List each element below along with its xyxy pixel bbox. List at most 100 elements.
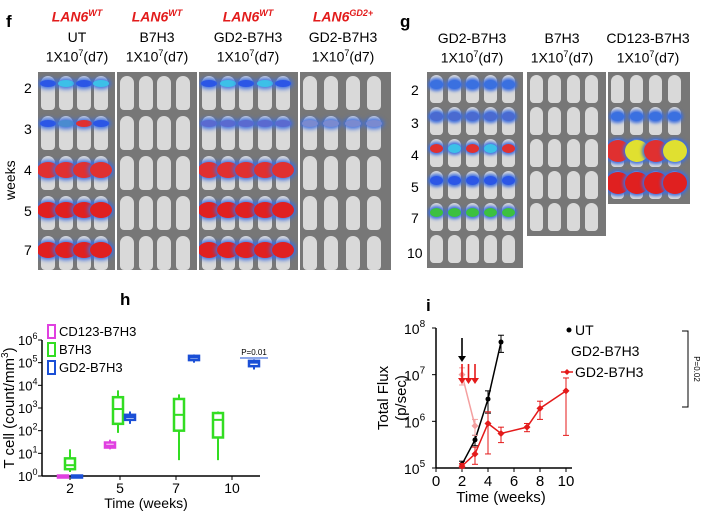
i-y-tick-label: 105	[404, 459, 426, 477]
mouse-silhouette	[668, 75, 681, 103]
mouse-silhouette	[448, 235, 461, 263]
mouse-silhouette	[324, 156, 339, 190]
i-data-point	[484, 419, 492, 427]
bioluminescence-signal	[238, 80, 255, 87]
mouse-silhouette	[548, 107, 562, 135]
bioluminescence-signal	[275, 80, 292, 87]
h-box	[211, 411, 225, 439]
i-treatment-arrow-head	[464, 378, 473, 384]
mouse-silhouette	[548, 171, 562, 199]
genotype-name: LAN6	[131, 8, 169, 25]
i-y-tick-exp: 8	[420, 319, 426, 330]
mouse-silhouette	[175, 76, 190, 110]
f-week-label: 4	[24, 162, 32, 178]
bioluminescence-signal	[484, 176, 497, 185]
bioluminescence-signal	[302, 120, 318, 127]
bioluminescence-signal	[608, 140, 630, 162]
g-header-dose-exp: 7	[649, 49, 655, 59]
mouse-silhouette	[175, 196, 190, 230]
bioluminescence-signal	[216, 162, 239, 178]
bioluminescence-signal	[75, 120, 92, 127]
g-header-dose-exp: 7	[563, 49, 569, 59]
mouse-silhouette	[566, 75, 580, 103]
i-data-point	[458, 462, 466, 470]
mouse-silhouette	[175, 156, 190, 190]
g-header-dose-base: 1X10	[440, 49, 474, 66]
bli-imaging-panel	[199, 72, 298, 270]
g-header-dose: 1X107(d7)	[420, 49, 524, 66]
mouse-silhouette	[584, 171, 598, 199]
i-data-point	[498, 339, 504, 345]
bioluminescence-signal	[630, 112, 643, 121]
f-header-dose-day: (d7)	[254, 48, 280, 65]
mouse-silhouette	[157, 76, 171, 110]
mouse-silhouette	[584, 203, 598, 231]
f-header-dose-day: (d7)	[163, 48, 189, 65]
mouse-silhouette	[502, 235, 515, 263]
bioluminescence-signal	[608, 172, 630, 194]
bioluminescence-signal	[235, 242, 258, 258]
h-y-tick-exp: 2	[32, 422, 37, 432]
bioluminescence-signal	[484, 80, 497, 89]
bioluminescence-signal	[272, 162, 295, 178]
g-header-dose-day: (d7)	[478, 49, 504, 66]
f-week-label: 3	[24, 121, 32, 137]
bioluminescence-signal	[201, 80, 217, 87]
mouse-silhouette	[175, 236, 190, 270]
bioluminescence-signal	[90, 242, 113, 258]
i-y-tick-base: 10	[404, 461, 420, 477]
genotype-name: LAN6	[312, 8, 350, 25]
i-y-axis-label-line1: Total Flux	[375, 365, 392, 430]
bioluminescence-signal	[484, 208, 497, 217]
g-week-label: 3	[411, 115, 419, 131]
bioluminescence-signal	[235, 202, 258, 218]
g-week-label: 10	[407, 245, 423, 261]
h-y-axis-label: T cell (count/mm3)	[0, 347, 18, 468]
bioluminescence-signal	[466, 144, 479, 153]
mouse-silhouette	[566, 139, 580, 167]
mouse-silhouette	[566, 203, 580, 231]
h-y-tick-label: 101	[18, 444, 37, 461]
mouse-silhouette	[366, 156, 381, 190]
h-y-tick-base: 10	[18, 401, 32, 416]
bioluminescence-signal	[272, 202, 295, 218]
panel-f-label: f	[6, 12, 12, 31]
h-x-tick-label: 10	[224, 480, 240, 496]
bioluminescence-signal	[466, 80, 479, 89]
f-week-label: 5	[24, 203, 32, 219]
panel-g-label: g	[400, 12, 411, 31]
mouse-silhouette	[530, 139, 543, 167]
g-header-dose-exp: 7	[473, 49, 479, 59]
i-x-tick-label: 8	[536, 473, 544, 490]
bioluminescence-signal	[448, 112, 461, 121]
bli-imaging-panel	[300, 72, 391, 270]
h-y-tick-label: 100	[18, 467, 37, 484]
bioluminescence-signal	[625, 140, 649, 162]
h-legend-swatch	[47, 342, 56, 357]
f-header-dose-exp: 7	[344, 48, 350, 58]
bioluminescence-signal	[238, 120, 255, 127]
i-series-line	[461, 374, 476, 427]
bioluminescence-signal	[216, 202, 239, 218]
i-y-tick-label: 106	[404, 412, 426, 430]
bioluminescence-signal	[54, 202, 77, 218]
mouse-silhouette	[345, 236, 360, 270]
bioluminescence-signal	[57, 80, 74, 87]
f-header-dose-exp: 7	[78, 48, 84, 58]
bioluminescence-signal	[75, 80, 92, 87]
i-legend-label: GD2-B7H3	[575, 364, 644, 380]
bioluminescence-signal	[649, 112, 662, 121]
bioluminescence-signal	[365, 120, 382, 127]
genotype-superscript: WT	[88, 8, 103, 18]
bioluminescence-signal	[448, 80, 461, 89]
bioluminescence-signal	[272, 242, 295, 258]
bioluminescence-signal	[40, 80, 56, 87]
f-header-dose: 1X107(d7)	[193, 48, 303, 65]
h-x-tick-label: 7	[172, 480, 180, 496]
i-x-tick-label: 4	[484, 473, 492, 490]
h-y-tick-exp: 4	[32, 376, 37, 386]
h-y-tick-base: 10	[18, 469, 32, 484]
mouse-silhouette	[466, 235, 479, 263]
i-y-tick-base: 10	[404, 414, 420, 430]
bioluminescence-signal	[40, 120, 56, 127]
